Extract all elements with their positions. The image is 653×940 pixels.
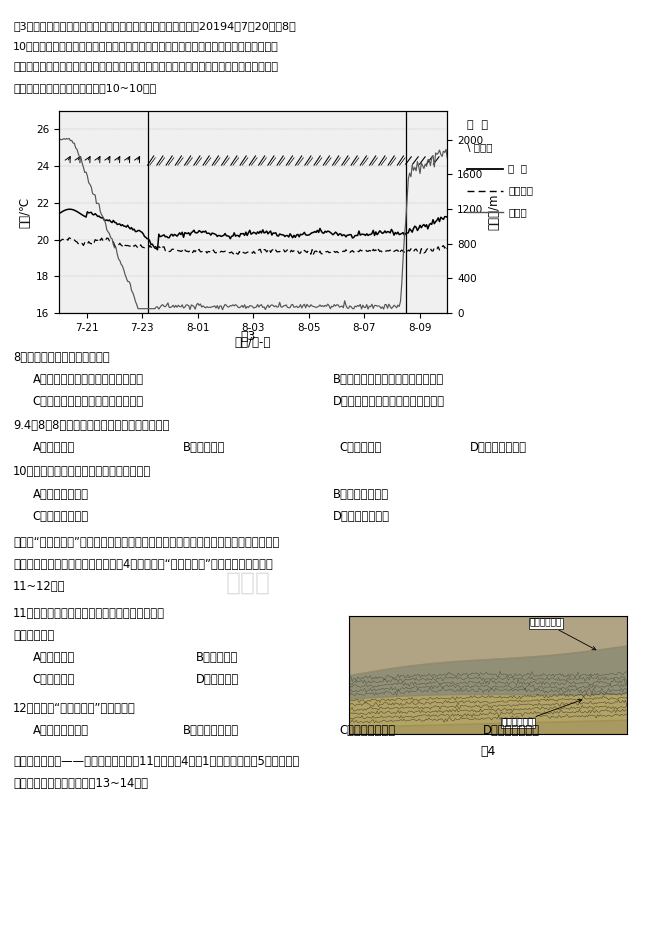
Text: 依罗纪石灰岩: 依罗纪石灰岩 bbox=[502, 699, 582, 728]
Text: B．西北风过境使海洋暖湿气流抬升: B．西北风过境使海洋暖湿气流抬升 bbox=[333, 372, 444, 385]
Text: C．偏东冷湿气流流经沿岸暖水区域: C．偏东冷湿气流流经沿岸暖水区域 bbox=[33, 395, 144, 408]
Text: B．沉积作用: B．沉积作用 bbox=[196, 651, 238, 664]
Text: D．露点温度升高: D．露点温度升高 bbox=[470, 441, 527, 454]
Text: 要是其经历了: 要是其经历了 bbox=[13, 629, 54, 642]
Text: D．岩层密度减小: D．岩层密度减小 bbox=[483, 724, 540, 737]
Text: C．气温升高: C．气温升高 bbox=[340, 441, 382, 454]
Text: 叠加在较新的依罗纪石灰岩之上。图4示意萨多纳“构造竞技场”某地景观。据此完成: 叠加在较新的依罗纪石灰岩之上。图4示意萨多纳“构造竞技场”某地景观。据此完成 bbox=[13, 558, 273, 572]
Text: B．沉积作用明显: B．沉积作用明显 bbox=[183, 724, 239, 737]
Text: 11~12题。: 11~12题。 bbox=[13, 580, 65, 593]
Text: 气  温: 气 温 bbox=[508, 164, 527, 174]
Text: 11．三叠纪泥灰岩叠加在依罗纪石灰岩之上，主: 11．三叠纪泥灰岩叠加在依罗纪石灰岩之上，主 bbox=[13, 607, 165, 619]
Text: A．海雾水汽不足: A．海雾水汽不足 bbox=[33, 488, 89, 501]
Text: C．海陆温差较小: C．海陆温差较小 bbox=[33, 509, 89, 523]
Text: 图4: 图4 bbox=[481, 745, 496, 758]
Text: 9.4月8日8时后该地能见度快速上升主要是因为: 9.4月8日8时后该地能见度快速上升主要是因为 bbox=[13, 419, 169, 432]
Text: A．地面辐射冷却使近地面水汽凝结: A．地面辐射冷却使近地面水汽凝结 bbox=[33, 372, 144, 385]
Text: D．水平拉张: D．水平拉张 bbox=[196, 673, 239, 686]
Text: A．地壳厕度增大: A．地壳厕度增大 bbox=[33, 724, 89, 737]
Text: 公众号: 公众号 bbox=[226, 571, 270, 595]
Text: 10．此次海雾无法深入内陆的原因可能是。: 10．此次海雾无法深入内陆的原因可能是。 bbox=[13, 465, 151, 478]
Text: B．风速改变: B．风速改变 bbox=[183, 441, 225, 454]
Text: 图3: 图3 bbox=[240, 330, 256, 343]
X-axis label: 时间/日-时: 时间/日-时 bbox=[235, 336, 271, 349]
Text: B．受到陆风阻碍: B．受到陆风阻碍 bbox=[333, 488, 389, 501]
Text: 8．此次海雾形成的主要原因是: 8．此次海雾形成的主要原因是 bbox=[13, 351, 110, 364]
Text: 能见度: 能见度 bbox=[508, 207, 527, 217]
Text: D．陆地气温较高: D．陆地气温较高 bbox=[333, 509, 390, 523]
Text: 对马暖流的分支——黄海暖流只出现在11月一次年4月，1月势力最强。图5示意东亚部: 对马暖流的分支——黄海暖流只出现在11月一次年4月，1月势力最强。图5示意东亚部 bbox=[13, 755, 299, 768]
Text: A．风向改变: A．风向改变 bbox=[33, 441, 75, 454]
Text: 三叠纪泥灰岩: 三叠纪泥灰岩 bbox=[530, 619, 596, 650]
Text: 露点温度: 露点温度 bbox=[508, 185, 533, 196]
Text: 结成液态水时的温度。据此完戕10~10题。: 结成液态水时的温度。据此完戕10~10题。 bbox=[13, 83, 156, 93]
Text: 图  例: 图 例 bbox=[467, 120, 488, 131]
Text: A．变质作用: A．变质作用 bbox=[33, 651, 75, 664]
Text: 12．萨多纳“构造竞技场”形成后当地: 12．萨多纳“构造竞技场”形成后当地 bbox=[13, 702, 136, 714]
Text: \ 风向标: \ 风向标 bbox=[467, 142, 492, 152]
Y-axis label: 温度/℃: 温度/℃ bbox=[19, 196, 31, 227]
Text: D．偏南暖湿气流流经沿岸冷水区域: D．偏南暖湿气流流经沿岸冷水区域 bbox=[333, 395, 445, 408]
Text: 图3示意厦门市滨海地区某气象站（该气象站东南临海）记录的20194月7日20时至8日: 图3示意厦门市滨海地区某气象站（该气象站东南临海）记录的20194月7日20时至… bbox=[13, 21, 296, 31]
Y-axis label: 能见度/m: 能见度/m bbox=[487, 194, 500, 230]
Text: 10时气温、露点温度、近地面平均风向与风力、能见度气象数据。在此期间该地有一次明: 10时气温、露点温度、近地面平均风向与风力、能见度气象数据。在此期间该地有一次明 bbox=[13, 41, 279, 52]
Text: 萨多纳“构造竞技场”地处瑞士东部的阿尔卑斯山区，实地考察可见较老的三叠纪泥灰岩: 萨多纳“构造竞技场”地处瑞士东部的阿尔卑斯山区，实地考察可见较老的三叠纪泥灰岩 bbox=[13, 536, 279, 549]
Text: C．水平拉张剧烈: C．水平拉张剧烈 bbox=[340, 724, 396, 737]
Text: 分海域海水运动。据此完戕13~14题。: 分海域海水运动。据此完戕13~14题。 bbox=[13, 777, 148, 790]
Text: 显的海雾过程。露点温度是空气在所含水汽量不变的情况下，通过冷却降温达到饱和状态凝: 显的海雾过程。露点温度是空气在所含水汽量不变的情况下，通过冷却降温达到饱和状态凝 bbox=[13, 62, 278, 72]
Text: C．断裂位移: C．断裂位移 bbox=[33, 673, 75, 686]
